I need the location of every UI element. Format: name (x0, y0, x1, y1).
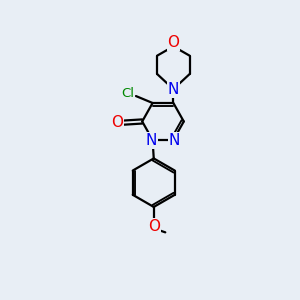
Text: Cl: Cl (122, 87, 134, 100)
Text: O: O (167, 35, 179, 50)
Text: N: N (169, 133, 180, 148)
Text: O: O (148, 219, 160, 234)
Text: N: N (168, 82, 179, 97)
Text: O: O (111, 115, 123, 130)
Text: N: N (146, 133, 157, 148)
